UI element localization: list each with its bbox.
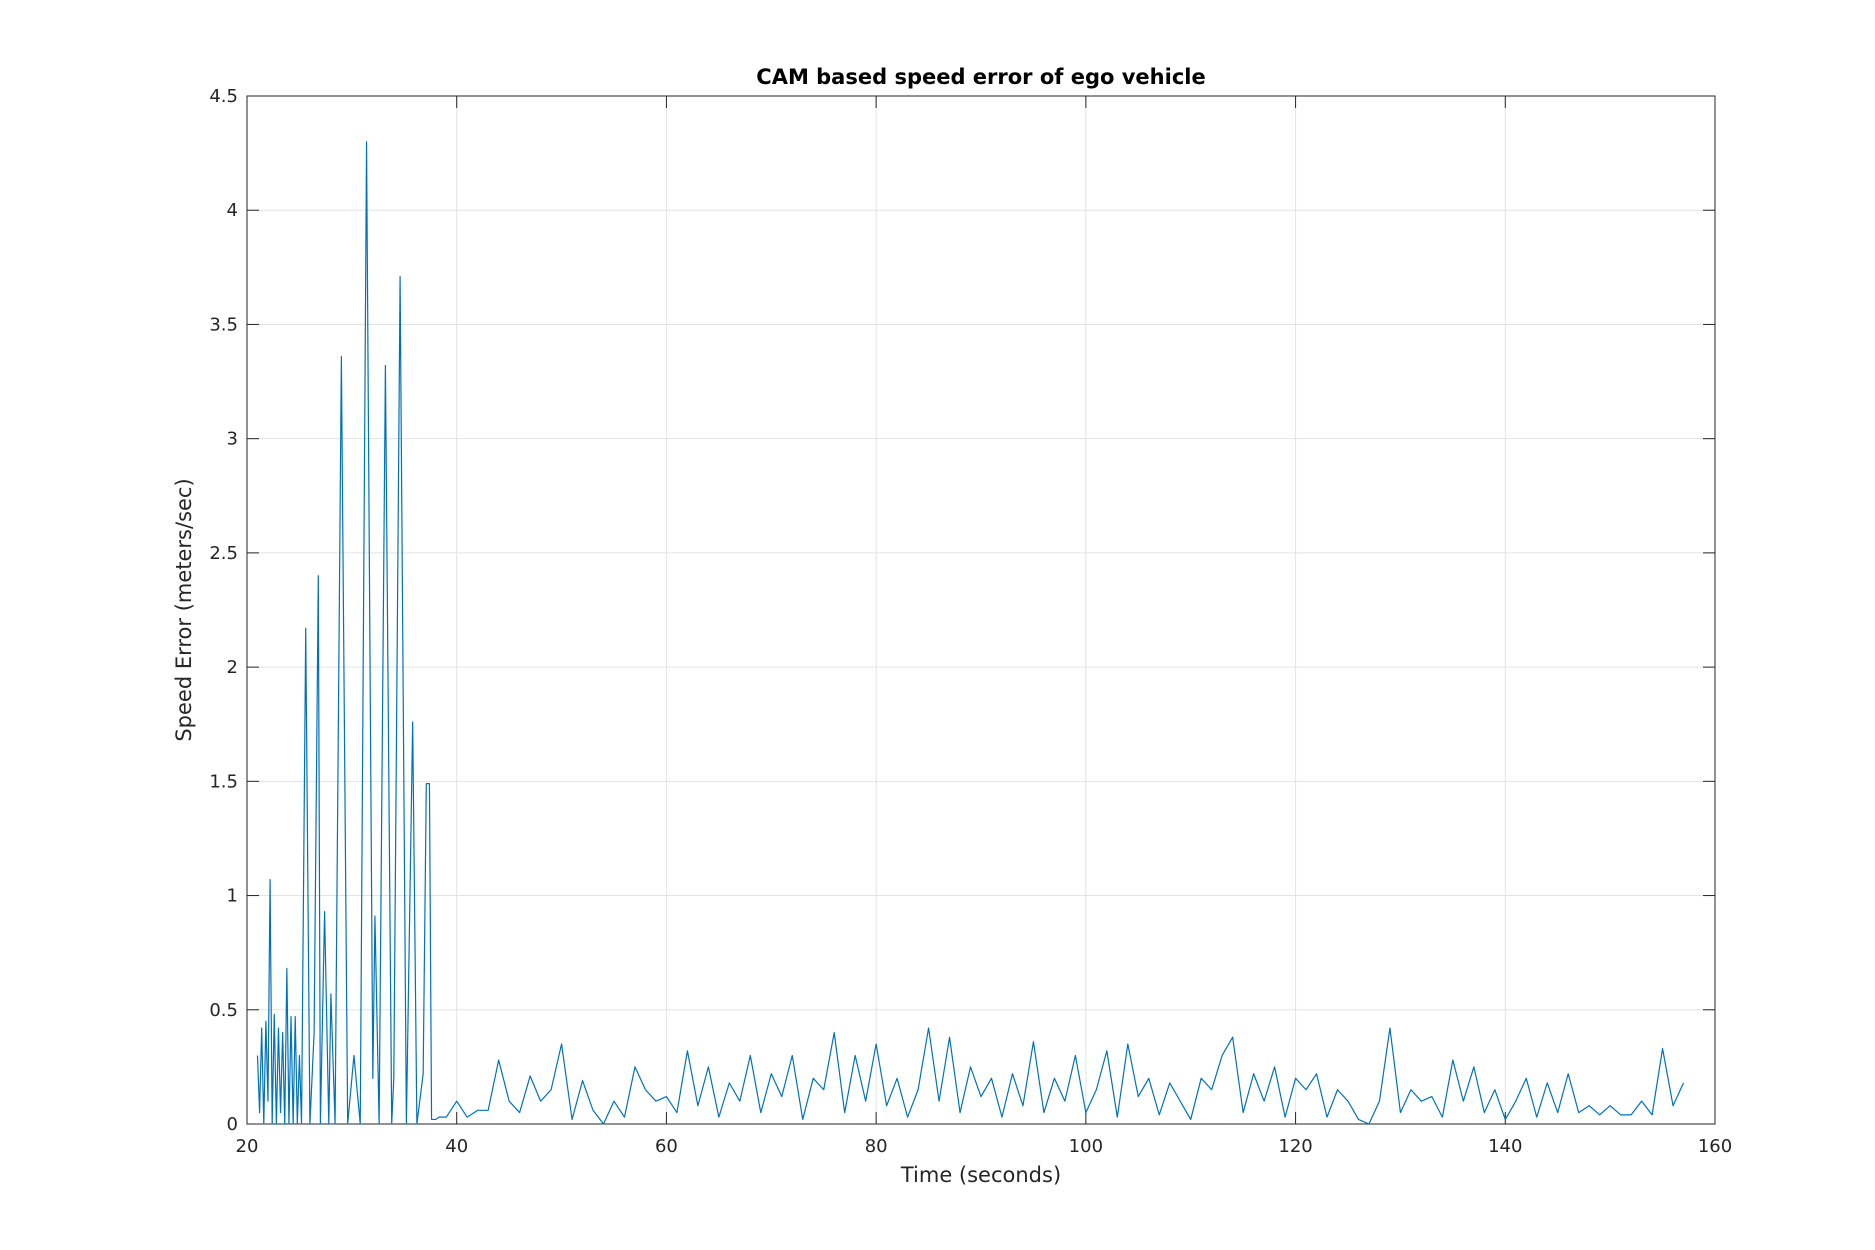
y-axis-label: Speed Error (meters/sec) [172, 478, 196, 741]
x-tick-label: 60 [655, 1136, 678, 1157]
y-tick-label: 2.5 [209, 543, 238, 564]
x-tick-label: 140 [1488, 1136, 1522, 1157]
x-tick-label: 160 [1698, 1136, 1732, 1157]
y-tick-label: 0 [227, 1114, 238, 1135]
y-tick-label: 1.5 [209, 771, 238, 792]
y-tick-label: 3 [227, 429, 238, 450]
y-tick-label: 3.5 [209, 314, 238, 335]
y-tick-label: 4 [227, 200, 238, 221]
y-tick-label: 1 [227, 886, 238, 907]
x-tick-label: 100 [1069, 1136, 1103, 1157]
y-tick-label: 0.5 [209, 1000, 238, 1021]
x-tick-label: 120 [1278, 1136, 1312, 1157]
chart-title: CAM based speed error of ego vehicle [756, 65, 1205, 89]
y-tick-label: 4.5 [209, 86, 238, 107]
x-tick-label: 20 [236, 1136, 259, 1157]
data-line [256, 141, 1685, 1125]
y-tick-label: 2 [227, 657, 238, 678]
x-axis-label: Time (seconds) [900, 1163, 1061, 1187]
plot-frame [246, 95, 1716, 1125]
x-tick-label: 40 [445, 1136, 468, 1157]
x-tick-label: 80 [865, 1136, 888, 1157]
